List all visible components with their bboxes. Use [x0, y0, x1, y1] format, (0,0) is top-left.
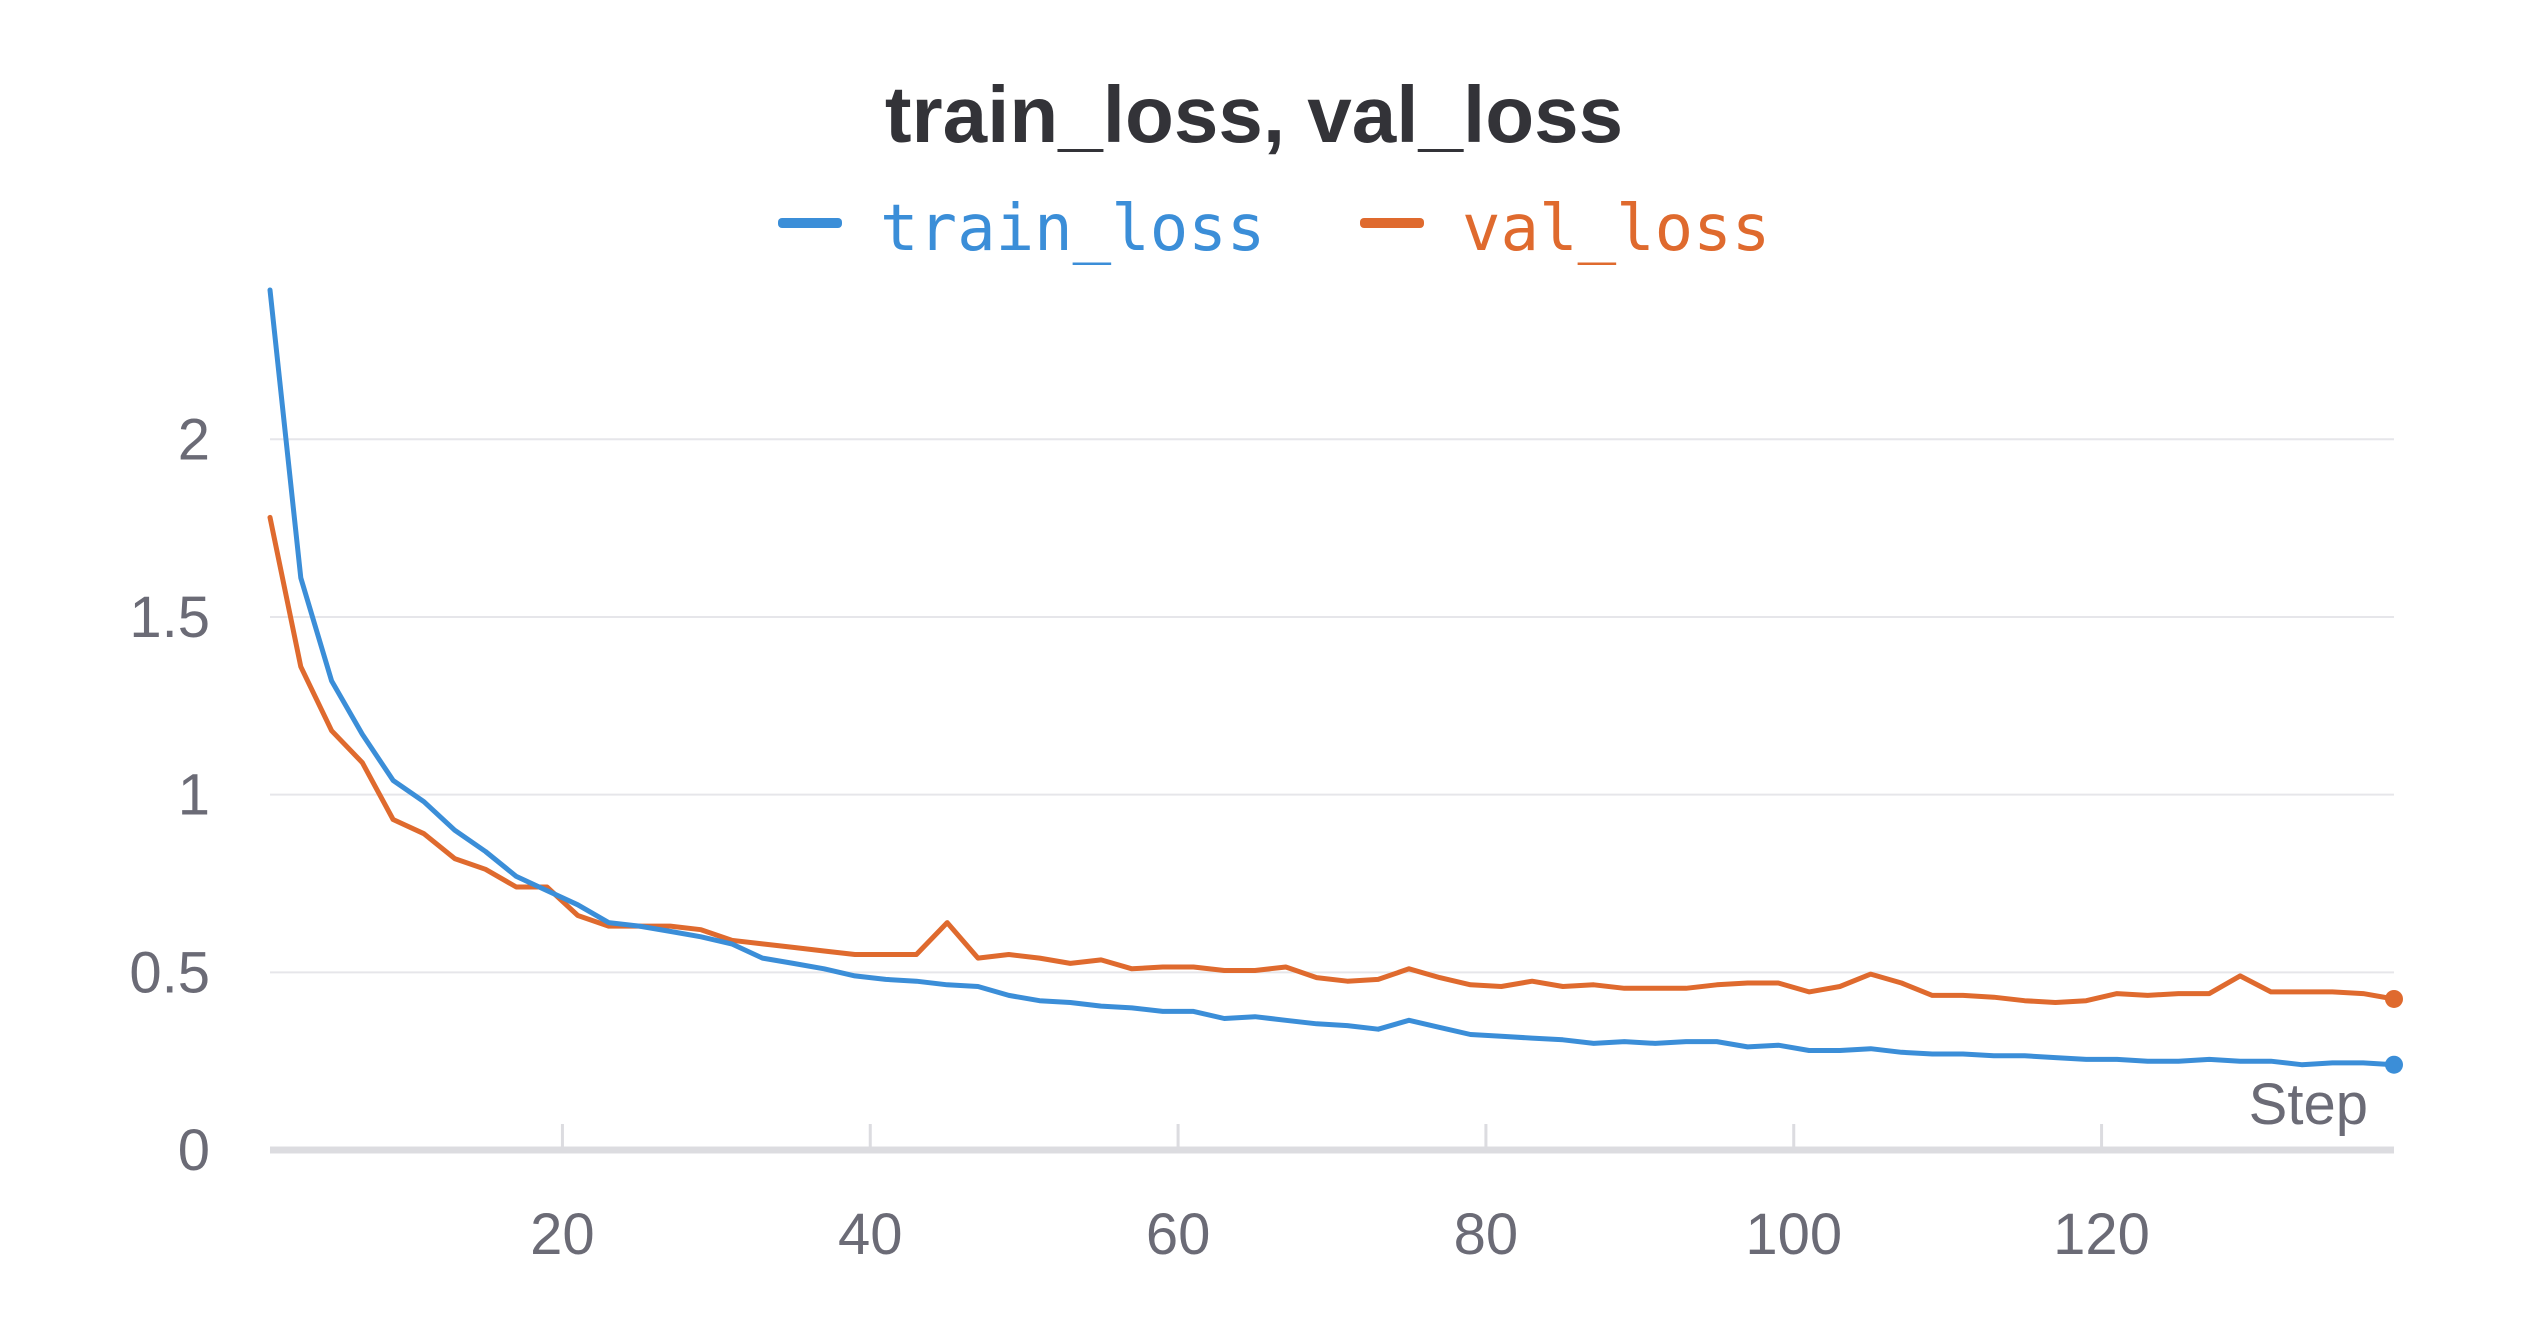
series [267, 287, 2403, 1074]
grid [270, 438, 2394, 974]
legend-label-val_loss: val_loss [1462, 192, 1770, 266]
x-tick-label: 40 [838, 1202, 903, 1267]
axes: 0 0.5 1 1.5 2 20 40 60 80 100 120 [129, 407, 2394, 1267]
x-tick-label: 80 [1454, 1202, 1519, 1267]
series-end-point-val_loss [2385, 989, 2403, 1008]
legend-swatch-val_loss [1360, 218, 1424, 228]
series-end-point-train_loss [2385, 1055, 2403, 1074]
series-line-val_loss [267, 514, 2397, 1005]
chart-title: train_loss, val_loss [885, 70, 1623, 159]
y-tick-label: 2 [178, 407, 210, 472]
legend: train_loss val_loss [778, 192, 1770, 266]
legend-label-train_loss: train_loss [880, 192, 1265, 266]
x-tick-label: 60 [1146, 1202, 1211, 1267]
x-tick-label: 20 [530, 1202, 595, 1267]
x-tick-label: 100 [1745, 1202, 1842, 1267]
y-tick-label: 0.5 [129, 940, 210, 1005]
x-tick-label: 120 [2053, 1202, 2150, 1267]
series-line-train_loss [267, 287, 2397, 1068]
legend-swatch-train_loss [778, 218, 842, 228]
y-tick-label: 1.5 [129, 585, 210, 650]
y-tick-label: 0 [178, 1118, 210, 1183]
x-axis-label: Step [2249, 1072, 2368, 1137]
y-tick-label: 1 [178, 763, 210, 828]
